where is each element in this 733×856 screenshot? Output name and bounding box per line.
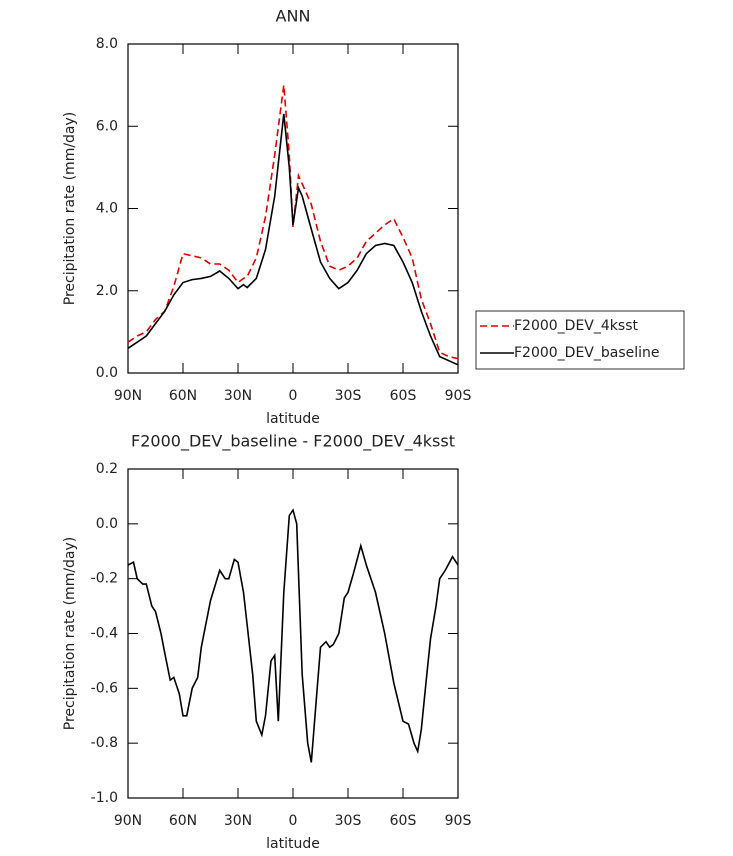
legend-label: F2000_DEV_4ksst [514,318,638,334]
plot-frame [127,43,459,374]
legend-box [475,310,685,370]
x-tick-label: 90S [445,813,472,829]
y-axis-label: Precipitation rate (mm/day) [62,112,78,306]
x-tick-label: 30N [224,388,252,404]
x-tick-label: 90S [445,388,472,404]
x-tick-label: 60S [390,813,417,829]
legend-label: F2000_DEV_baseline [514,345,660,361]
y-tick-label: 0.0 [96,516,118,532]
y-axis-label: Precipitation rate (mm/day) [62,537,78,731]
y-tick-label: -1.0 [91,790,118,806]
x-tick-label: 60S [390,388,417,404]
y-tick-label: -0.6 [91,680,118,696]
chart-title: F2000_DEV_baseline - F2000_DEV_4ksst [131,432,455,452]
y-tick-label: 4.0 [96,201,118,217]
x-tick-label: 60N [169,813,197,829]
y-tick-label: 2.0 [96,283,118,299]
x-tick-label: 60N [169,388,197,404]
data-line [127,508,459,763]
y-tick-label: 6.0 [96,118,118,134]
y-tick-label: 8.0 [96,36,118,52]
x-tick-label: 90N [114,813,142,829]
y-tick-label: -0.8 [91,735,118,751]
y-tick-label: -0.2 [91,571,118,587]
x-tick-label: 30S [335,813,362,829]
y-tick-label: 0.2 [96,461,118,477]
data-line [127,113,459,366]
x-tick-label: 90N [114,388,142,404]
x-tick-label: 30S [335,388,362,404]
x-axis-label: latitude [266,836,320,852]
x-tick-label: 30N [224,813,252,829]
plot-frame [127,468,459,799]
x-axis-label: latitude [266,411,320,427]
y-tick-label: -0.4 [91,626,118,642]
x-tick-label: 0 [289,813,298,829]
y-tick-label: 0.0 [96,365,118,381]
x-tick-label: 0 [289,388,298,404]
chart-title: ANN [276,7,311,26]
